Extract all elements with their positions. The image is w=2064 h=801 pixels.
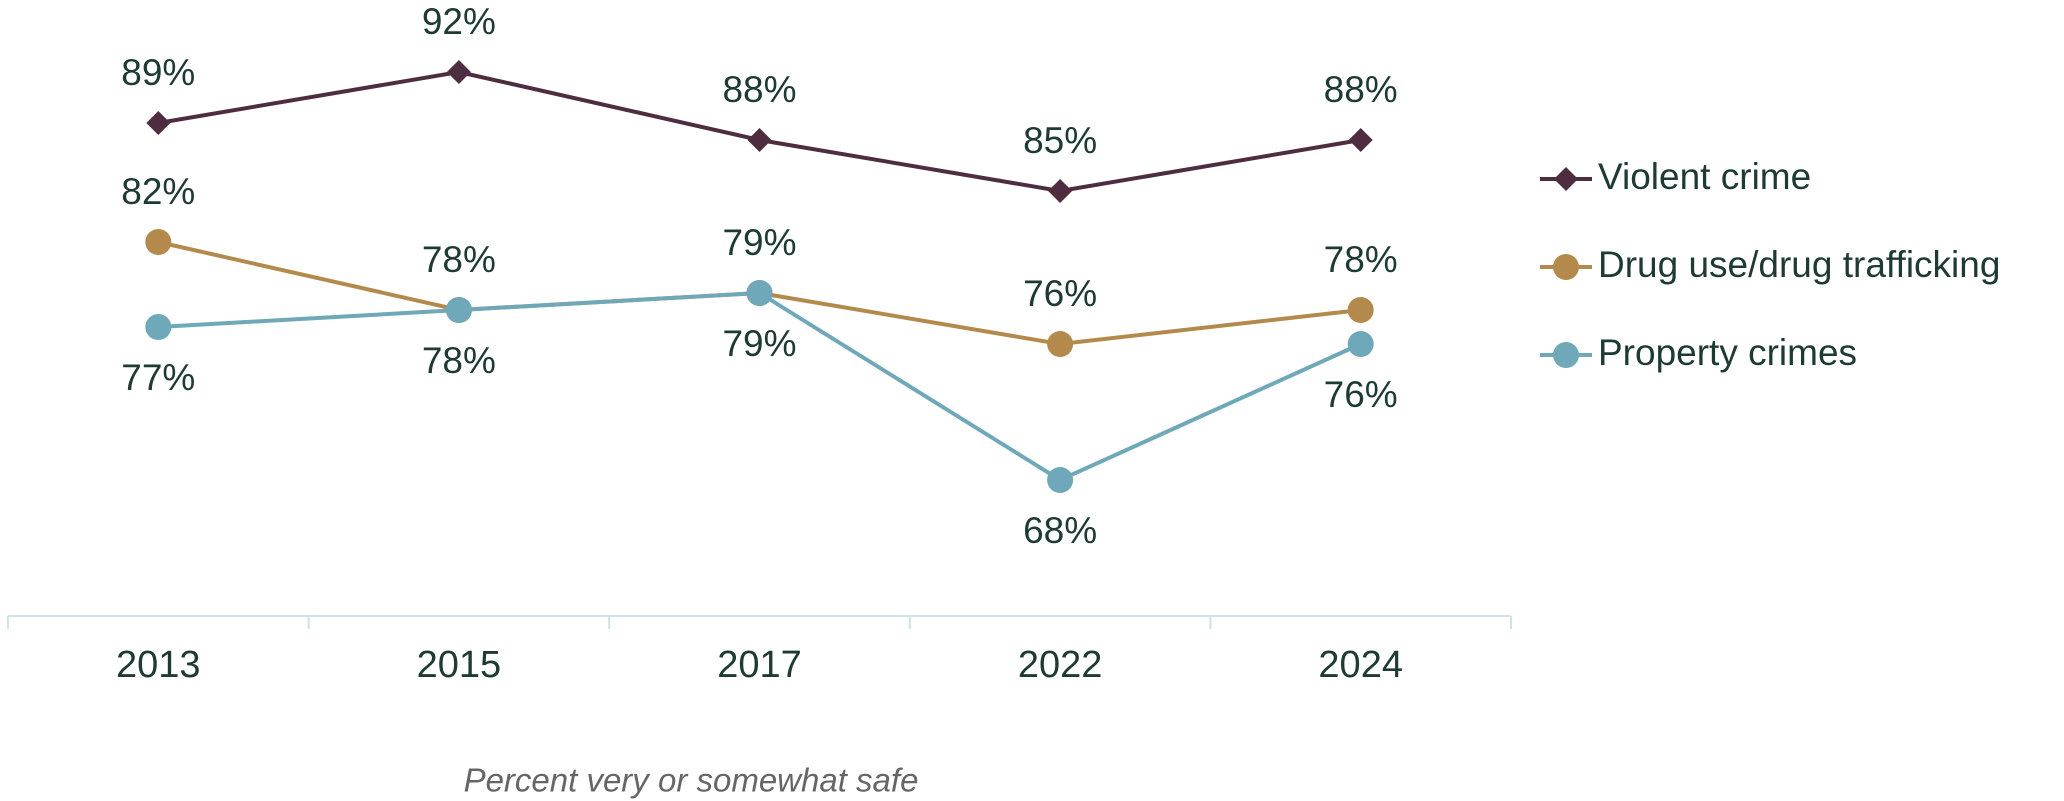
legend-label: Violent crime <box>1598 156 1811 197</box>
x-tick-label: 2015 <box>417 644 502 686</box>
legend-marker <box>1553 342 1579 368</box>
data-label: 79% <box>722 323 796 364</box>
x-tick-label: 2017 <box>717 644 802 686</box>
data-label: 78% <box>422 340 496 381</box>
legend-marker <box>1554 167 1578 191</box>
data-label: 77% <box>121 357 195 398</box>
data-point <box>145 314 172 340</box>
legend-marker <box>1553 254 1579 280</box>
legend-label: Property crimes <box>1598 332 1857 373</box>
data-label: 88% <box>1324 69 1398 110</box>
data-label: 79% <box>722 222 796 263</box>
data-point <box>746 280 773 306</box>
series-line <box>158 290 1362 483</box>
data-label: 82% <box>121 171 195 212</box>
data-point <box>1048 179 1073 203</box>
data-label: 76% <box>1324 374 1398 415</box>
data-point <box>1047 331 1074 357</box>
data-label: 68% <box>1023 510 1097 551</box>
data-point <box>1348 128 1373 152</box>
data-label: 88% <box>722 69 796 110</box>
data-point <box>1047 467 1074 493</box>
x-tick-label: 2013 <box>116 644 201 686</box>
data-point <box>747 128 772 152</box>
x-tick-label: 2022 <box>1018 644 1103 686</box>
data-point <box>146 111 171 135</box>
data-label: 78% <box>1324 239 1398 280</box>
data-label: 92% <box>422 1 496 42</box>
data-point <box>1347 331 1374 357</box>
data-point <box>145 229 172 255</box>
data-label: 85% <box>1023 120 1097 161</box>
data-label: 89% <box>121 52 195 93</box>
data-point <box>445 297 472 323</box>
legend-label: Drug use/drug trafficking <box>1598 244 2000 285</box>
data-label: 78% <box>422 239 496 280</box>
x-tick-label: 2024 <box>1318 644 1403 686</box>
data-point <box>446 60 471 84</box>
caption: Percent very or somewhat safe <box>464 762 919 799</box>
data-label: 76% <box>1023 273 1097 314</box>
data-point <box>1347 297 1374 323</box>
